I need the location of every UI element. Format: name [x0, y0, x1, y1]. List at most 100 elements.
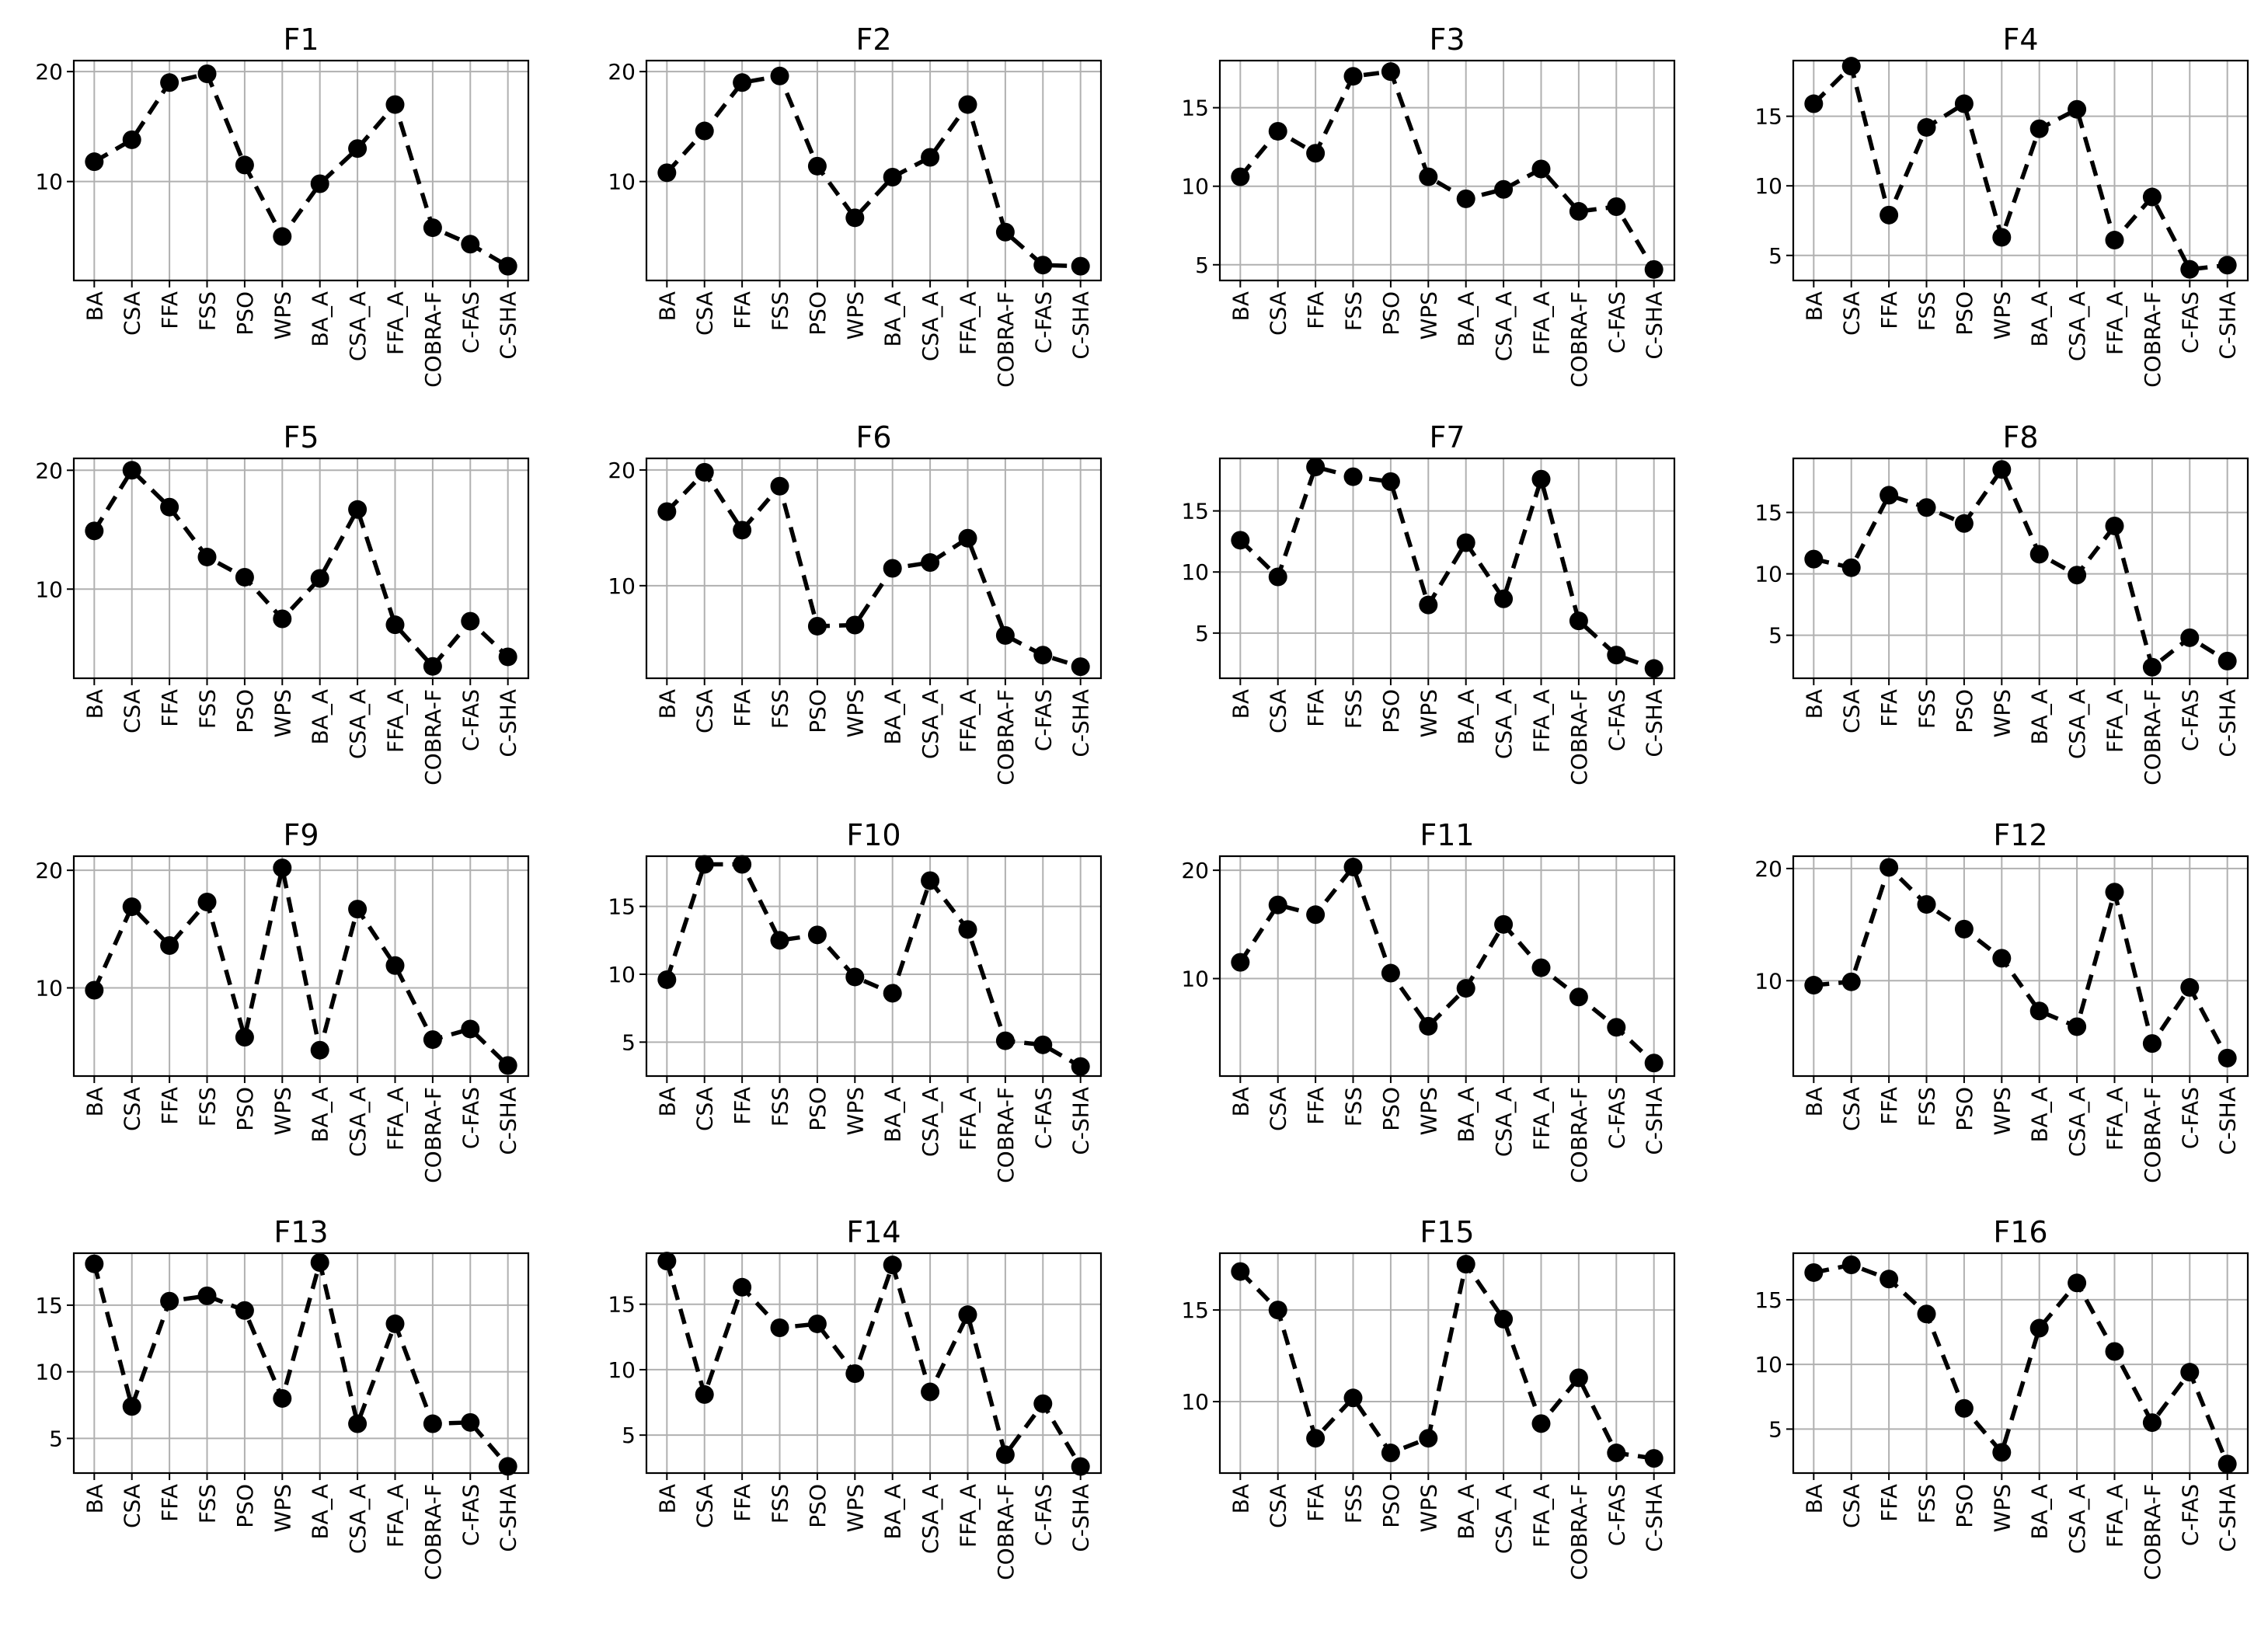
- y-tick-label: 5: [622, 1029, 636, 1055]
- series-line: [1812, 61, 2228, 272]
- data-point-csa: [1841, 57, 1861, 76]
- y-tick-label: 10: [608, 962, 636, 987]
- subplot-f9: F9 BA CSA FFA FSS PSO WPS BA_A CSA_A FFA_A COBRA-F…: [35, 818, 530, 1183]
- x-tick-label: FFA: [1303, 689, 1329, 727]
- y-tick-label: 10: [1181, 1389, 1209, 1415]
- x-tick-label: C-FAS: [1030, 291, 1056, 354]
- x-tick-label: C-SHA: [1642, 1484, 1667, 1552]
- x-tick-label: WPS: [1416, 1087, 1441, 1135]
- data-point-pso: [1381, 62, 1400, 82]
- x-tick-label: CSA_A: [918, 1087, 943, 1157]
- series-line: [92, 1262, 510, 1468]
- data-point-ffa_a: [958, 920, 977, 939]
- x-tick-label: BA_A: [880, 689, 906, 745]
- x-tick-label: C-SHA: [2215, 291, 2241, 360]
- x-tick-label: CSA_A: [2064, 689, 2090, 759]
- data-point-ffa_a: [958, 1305, 977, 1325]
- data-point-pso: [1954, 1398, 1974, 1418]
- x-tick-label: FSS: [1341, 1484, 1367, 1524]
- y-tick-label: 15: [608, 1292, 636, 1318]
- x-tick-label: BA_A: [2027, 291, 2053, 347]
- x-tick-label: BA: [1228, 1484, 1253, 1513]
- data-point-ba_a: [2029, 545, 2049, 564]
- data-point-ffa_a: [2105, 516, 2124, 535]
- x-tick-label: CSA_A: [918, 291, 943, 361]
- data-point-wps: [1992, 949, 2012, 968]
- subplot-title: F9: [283, 818, 319, 852]
- data-point-csa: [1841, 558, 1861, 577]
- x-tick-label: C-FAS: [1604, 1087, 1629, 1149]
- subplot-title: F3: [1429, 23, 1465, 57]
- x-tick-label: BA: [1801, 689, 1827, 719]
- data-point-wps: [273, 609, 292, 629]
- x-tick-label: PSO: [1378, 689, 1404, 733]
- data-point-pso: [235, 567, 254, 587]
- data-point-wps: [1419, 167, 1438, 186]
- x-tick-label: COBRA-F: [2140, 291, 2165, 388]
- data-point-c-sha: [2217, 1048, 2237, 1068]
- data-point-ba: [1804, 94, 1824, 113]
- data-point-csa_a: [921, 1382, 940, 1402]
- x-tick-label: BA_A: [1454, 1484, 1479, 1540]
- data-point-c-sha: [498, 1056, 517, 1075]
- x-tick-label: FFA_A: [382, 1484, 408, 1548]
- y-tick-label: 10: [1754, 173, 1782, 199]
- x-tick-label: CSA_A: [2064, 1484, 2090, 1554]
- x-tick-label: BA_A: [308, 1484, 333, 1540]
- x-tick-label: FFA_A: [1528, 1087, 1554, 1151]
- x-tick-label: WPS: [270, 1087, 295, 1135]
- data-point-pso: [1381, 963, 1400, 983]
- data-point-csa: [695, 855, 714, 874]
- x-tick-label: BA: [82, 1484, 107, 1513]
- x-tick-label: WPS: [842, 291, 868, 340]
- data-point-cobra-f: [423, 1414, 442, 1433]
- data-point-csa_a: [348, 1414, 368, 1433]
- x-tick-label: FFA: [1876, 1087, 1902, 1125]
- y-tick-label: 20: [35, 59, 63, 85]
- series-line: [665, 468, 1082, 669]
- x-tick-label: CSA: [120, 1484, 145, 1528]
- series-line: [1813, 465, 2229, 671]
- subplot-title: F8: [2002, 420, 2038, 455]
- y-tick-label: 15: [1754, 500, 1782, 526]
- x-tick-label: PSO: [805, 1484, 831, 1528]
- x-tick-label: C-SHA: [496, 1087, 521, 1155]
- x-tick-label: WPS: [1989, 689, 2015, 737]
- x-tick-label: C-SHA: [1642, 1087, 1667, 1155]
- x-tick-label: CSA: [1839, 1087, 1865, 1131]
- data-point-wps: [273, 227, 292, 246]
- x-tick-label: PSO: [1952, 1087, 1977, 1131]
- x-tick-label: FFA_A: [2102, 291, 2127, 355]
- data-point-fss: [197, 547, 217, 566]
- axes-frame: [1218, 1252, 1676, 1475]
- x-tick-label: FSS: [1914, 1484, 1940, 1524]
- x-tick-label: CSA: [1266, 1087, 1291, 1131]
- x-tick-label: FFA: [730, 1087, 755, 1125]
- data-point-csa_a: [2068, 566, 2087, 585]
- subplot-title: F1: [283, 23, 319, 57]
- series-line: [664, 862, 1082, 1069]
- subplot-title: F5: [283, 420, 319, 455]
- axes-frame: [645, 59, 1103, 282]
- data-point-c-sha: [1071, 1457, 1090, 1476]
- x-tick-label: FFA_A: [2102, 1484, 2127, 1548]
- data-point-fss: [1343, 1388, 1363, 1408]
- x-tick-label: BA: [82, 1087, 107, 1116]
- data-point-ffa: [160, 73, 179, 92]
- y-tick-label: 10: [35, 576, 63, 602]
- data-point-csa_a: [348, 900, 368, 919]
- data-point-ba: [85, 152, 104, 172]
- y-tick-label: 10: [35, 975, 63, 1001]
- y-tick-label: 10: [1181, 559, 1209, 585]
- x-tick-label: BA_A: [880, 1087, 906, 1143]
- data-point-wps: [845, 967, 865, 987]
- subplot-title: F4: [2002, 23, 2038, 57]
- axes-frame: [1218, 457, 1676, 680]
- x-tick-label: BA: [1801, 291, 1827, 321]
- data-point-ba_a: [1456, 979, 1475, 998]
- subplot-f1: F1 BA CSA FFA FSS PSO WPS BA_A CSA_A FFA_A COBRA-F…: [35, 23, 530, 388]
- subplot-f5: F5 BA CSA FFA FSS PSO WPS BA_A CSA_A FFA_A COBRA-F…: [35, 420, 530, 785]
- y-tick-label: 15: [1754, 104, 1782, 130]
- data-point-c-fas: [1033, 256, 1053, 275]
- data-point-csa_a: [348, 500, 368, 519]
